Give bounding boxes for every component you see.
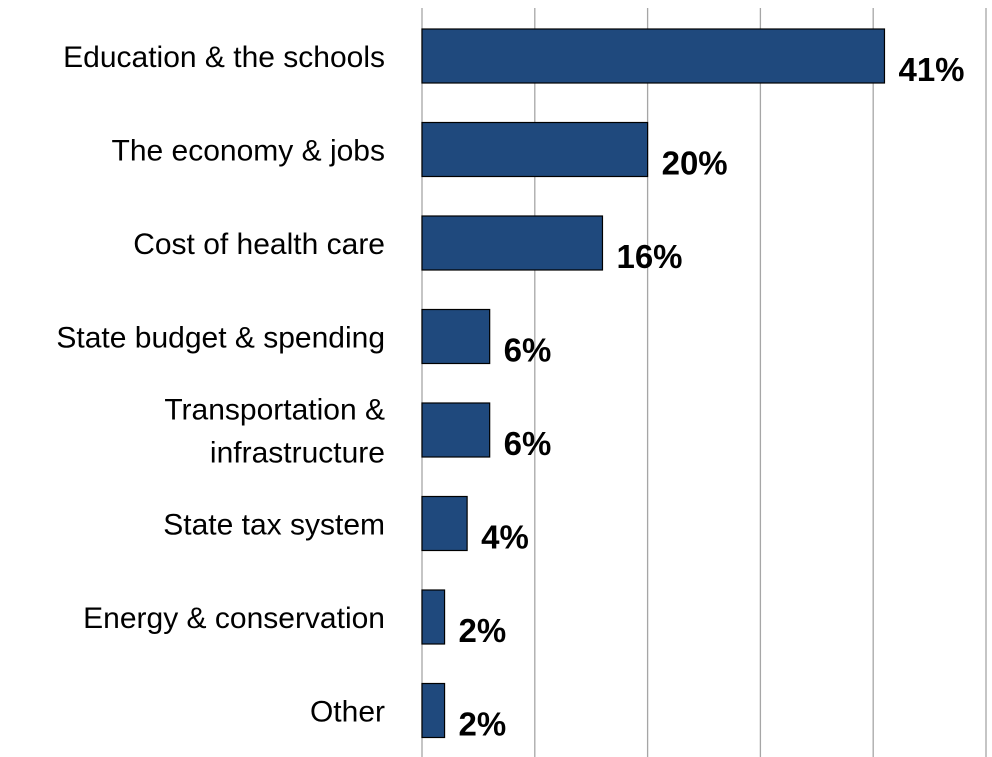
bar-8 (421, 682, 446, 739)
bar-6 (421, 495, 468, 552)
value-label-2: 20% (662, 145, 728, 182)
bar-7 (421, 589, 446, 645)
bar-2 (421, 121, 649, 178)
bar-4 (421, 308, 491, 365)
category-label-7: Energy & conservation (83, 602, 385, 635)
gridlines (421, 8, 987, 757)
category-label-5: Transportation & infrastructure (164, 394, 385, 470)
value-label-3: 16% (616, 238, 682, 275)
value-label-5: 6% (504, 425, 552, 462)
bar-1 (421, 28, 886, 84)
category-labels: Education & the schools The economy & job… (56, 41, 385, 729)
bars (421, 28, 886, 739)
value-label-8: 2% (459, 706, 507, 743)
value-label-7: 2% (459, 612, 507, 649)
bar-3 (421, 215, 604, 271)
value-label-4: 6% (504, 332, 552, 369)
category-label-8: Other (310, 696, 385, 729)
value-label-1: 41% (898, 51, 964, 88)
bar-5 (421, 402, 491, 458)
category-label-3: Cost of health care (133, 228, 385, 261)
category-label-2: The economy & jobs (112, 135, 385, 168)
category-label-4: State budget & spending (56, 322, 385, 355)
category-label-1: Education & the schools (63, 41, 385, 74)
category-label-6: State tax system (163, 509, 385, 542)
value-label-6: 4% (481, 519, 529, 556)
value-labels: 41% 20% 16% 6% 6% 4% 2% 2% (459, 51, 965, 743)
